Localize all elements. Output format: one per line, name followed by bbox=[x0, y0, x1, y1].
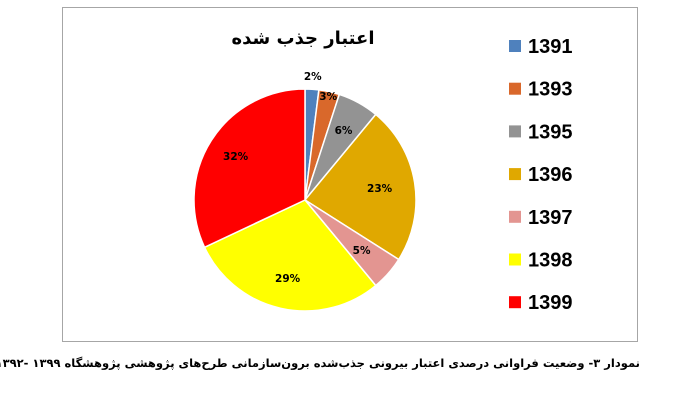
slice-label-1397: 5% bbox=[353, 245, 371, 257]
legend-swatch-1396 bbox=[509, 168, 521, 181]
legend-swatch-1395 bbox=[509, 125, 521, 138]
legend-swatch-1399 bbox=[509, 296, 521, 309]
slice-label-1391: 2% bbox=[304, 71, 322, 83]
legend-label-1391: 1391 bbox=[528, 36, 573, 58]
legend-label-1395: 1395 bbox=[528, 121, 573, 143]
slice-label-1398: 29% bbox=[275, 273, 301, 285]
legend-label-1399: 1399 bbox=[528, 292, 573, 314]
slice-label-1395: 6% bbox=[335, 125, 353, 137]
legend-swatch-1397 bbox=[509, 210, 521, 223]
legend-swatch-1398 bbox=[509, 253, 521, 266]
legend-label-1397: 1397 bbox=[528, 207, 573, 229]
slice-labels: 2% 3% 6% 23% 5% 29% 32% bbox=[223, 71, 393, 285]
legend-label-1396: 1396 bbox=[528, 164, 573, 186]
legend-swatch-1391 bbox=[509, 40, 521, 52]
legend-swatch-1393 bbox=[509, 82, 521, 95]
figure-caption: نمودار ۳- وضعیت فراوانی درصدی اعتبار بیر… bbox=[0, 356, 640, 370]
slice-label-1399: 32% bbox=[223, 151, 249, 163]
legend: 1391 1393 1395 1396 1397 1398 1399 bbox=[509, 36, 573, 314]
slice-label-1396: 23% bbox=[367, 183, 393, 195]
legend-label-1398: 1398 bbox=[528, 250, 573, 272]
pie-slice-1399 bbox=[193, 88, 306, 249]
pie-slice-1396 bbox=[303, 113, 417, 261]
chart-frame: اعتبار جذب شده 2% 3% 6% 23% 5% 29% 32% 1391 139… bbox=[62, 7, 638, 342]
slice-label-1393: 3% bbox=[319, 91, 337, 103]
pie-chart: اعتبار جذب شده 2%3%6%23%5%29%32% 1391139… bbox=[193, 28, 573, 314]
chart-title: اعتبار جذب شده bbox=[232, 28, 375, 49]
legend-label-1393: 1393 bbox=[528, 79, 573, 101]
pie-slices bbox=[193, 88, 417, 312]
